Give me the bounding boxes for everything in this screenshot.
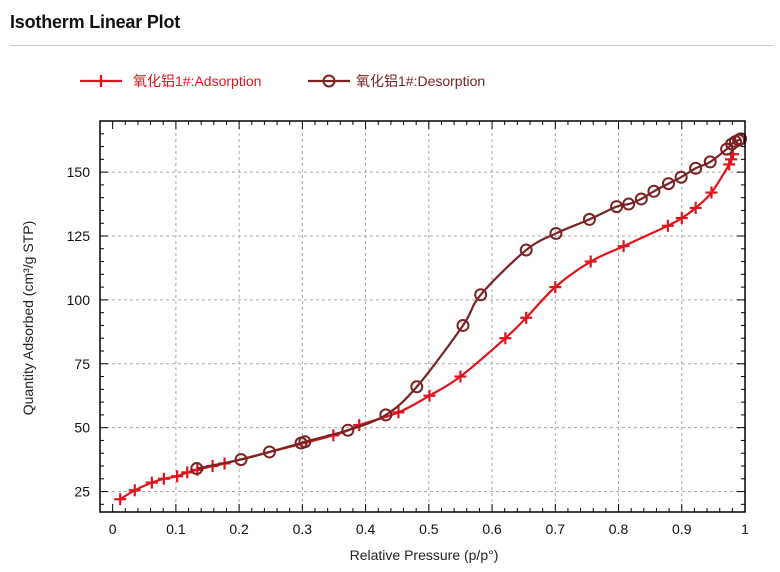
series-0-point-5 [181,466,194,479]
legend-label-1: 氧化铝1#:Desorption [356,73,485,89]
series-1-point-24 [234,453,248,467]
series-1-point-11 [622,197,636,211]
chart-series [114,132,748,506]
chart-frame [99,120,746,513]
page-title: Isotherm Linear Plot [10,12,181,32]
title-divider [10,45,773,46]
legend-marker-1 [322,74,336,88]
series-0-point-15 [520,311,533,324]
series-1-point-23 [262,445,276,459]
series-1-point-9 [647,184,661,198]
series-0-point-20 [675,212,688,225]
series-0-point-18 [617,240,630,253]
series-1-point-6 [689,161,703,175]
series-1-point-16 [474,288,488,302]
x-tick-label-6: 0.6 [482,521,502,537]
series-0-point-2 [145,476,158,489]
series-1-point-13 [582,212,596,226]
series-0-point-16 [549,281,562,294]
x-tick-label-7: 0.7 [546,521,566,537]
plot-frame [99,120,746,513]
plot-background [100,121,745,512]
legend-item-1: 氧化铝1#:Desorption [308,73,485,89]
y-tick-label-5: 150 [67,164,91,180]
series-1-point-5 [703,155,717,169]
y-tick-label-1: 50 [74,420,90,436]
series-0-point-1 [128,484,141,497]
series-0-point-22 [705,186,718,199]
series-0-point-21 [689,201,702,214]
series-1-point-17 [456,318,470,332]
y-tick-label-4: 125 [67,228,91,244]
series-0-point-17 [584,255,597,268]
series-1-point-18 [410,380,424,394]
chart-legend: 氧化铝1#:Adsorption 氧化铝1#:Desorption [80,73,485,89]
x-axis-title: Relative Pressure (p/p°) [350,547,499,563]
series-1-point-25 [190,462,204,476]
legend-item-0: 氧化铝1#:Adsorption [80,73,261,89]
series-1-point-7 [674,170,688,184]
legend-label-0: 氧化铝1#:Adsorption [133,73,261,89]
x-tick-label-3: 0.3 [293,521,313,537]
series-0-point-19 [661,219,674,232]
series-1-point-10 [634,192,648,206]
series-1-point-19 [379,408,393,422]
series-0-point-11 [392,406,405,419]
x-tick-label-9: 0.9 [672,521,692,537]
x-tick-label-8: 0.8 [609,521,629,537]
chart-grid [100,121,746,512]
x-tick-label-5: 0.5 [419,521,439,537]
series-1-point-4 [720,142,734,156]
x-tick-label-2: 0.2 [229,521,249,537]
chart-ticks [100,121,746,512]
series-1-point-22 [294,436,308,450]
series-1-point-12 [610,200,624,214]
series-0-point-23 [723,158,736,171]
y-tick-label-0: 25 [74,484,90,500]
series-0-point-13 [454,370,467,383]
legend-marker-0 [95,75,107,87]
x-tick-label-4: 0.4 [356,521,376,537]
series-1-point-14 [549,226,563,240]
series-1-point-20 [341,423,355,437]
x-tick-label-1: 0.1 [166,521,186,537]
series-0-point-24 [725,153,738,166]
x-tick-label-10: 1 [741,521,749,537]
y-tick-label-3: 100 [67,292,91,308]
series-1-point-15 [519,243,533,257]
y-axis-title: Quantity Adsorbed (cm³/g STP) [20,221,36,416]
series-0-point-14 [499,332,512,345]
series-line-1 [196,137,742,470]
chart-labels: 0 0.1 0.2 0.3 0.4 0.5 0.6 0.7 0.8 0.9 125507510012… [67,164,749,537]
series-1-point-8 [661,177,675,191]
series-0-point-4 [171,470,184,483]
y-tick-label-2: 75 [74,356,90,372]
x-tick-label-0: 0 [109,521,117,537]
series-0-point-0 [114,493,127,506]
series-0-point-3 [157,472,170,485]
series-0-point-12 [423,389,436,402]
